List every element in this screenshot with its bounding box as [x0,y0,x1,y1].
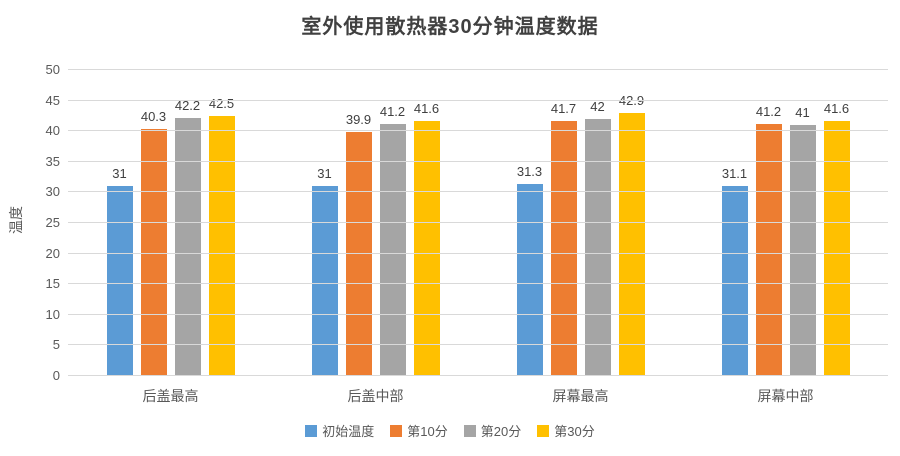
legend-item: 初始温度 [305,421,374,440]
category-label: 屏幕中部 [757,388,814,404]
bar: 41 [789,105,816,376]
gridline [68,344,888,346]
gridline [68,160,888,162]
bar-value-label: 31 [112,166,127,182]
bar-value-label: 41.2 [755,103,782,119]
bar-value-label: 40.3 [140,109,167,125]
gridline [68,283,888,285]
bar-value-label: 41.7 [550,100,577,116]
legend-label: 第10分 [407,424,448,439]
bar-value-label: 41.6 [413,101,440,117]
bar-group: 31.3 41.7 42 42.9 [516,70,645,376]
bar-value-label: 41 [795,105,810,121]
category-label: 后盖中部 [347,388,404,404]
bar: 31 [311,166,338,376]
bar-value-label: 39.9 [345,111,372,127]
gridline [68,130,888,132]
bar: 42 [584,99,611,376]
y-tick-label: 40 [45,123,60,139]
gridline [68,375,888,376]
bar-group: 31 39.9 41.2 41.6 [311,70,440,376]
y-tick-label: 45 [45,92,60,108]
bar-group: 31 40.3 42.2 42.5 [106,70,235,376]
bar: 41.2 [755,104,782,376]
bar: 39.9 [345,112,372,376]
legend-item: 第10分 [390,421,448,440]
legend-swatch [463,424,476,437]
legend-swatch [305,424,318,437]
legend-label: 第30分 [554,424,595,439]
chart-title: 室外使用散热器30分钟温度数据 [301,16,599,38]
plot-area: 31 40.3 42.2 42.5 31 39.9 41.2 41.6 31.3 41.7 42 42… [68,69,888,376]
y-tick-label: 25 [45,215,60,230]
y-tick-label: 20 [45,245,60,261]
bar: 41.6 [823,101,850,376]
bar: 41.7 [550,101,577,376]
bar: 31.1 [721,166,748,376]
gridline [68,313,888,315]
gridline [68,252,888,254]
legend-swatch [537,424,550,437]
bar-value-label: 41.2 [379,103,406,119]
gridline [68,222,888,223]
legend: 初始温度 第10分 第20分 第30分 [0,421,900,440]
y-tick-label: 15 [45,276,60,292]
legend-item: 第20分 [463,421,522,440]
y-tick-label: 50 [45,62,60,77]
y-tick-label: 0 [52,368,60,383]
bar-value-label: 41.6 [823,101,850,117]
bar-value-label: 31 [317,166,332,182]
gridline [68,99,888,101]
bar-value-label: 42.2 [174,97,201,113]
bar-value-label: 31.3 [516,164,543,180]
legend-label: 第20分 [480,424,522,439]
y-axis-label: 温度 [8,206,24,234]
bar: 42.9 [618,93,645,376]
y-tick-label: 35 [45,153,60,169]
bar: 42.2 [174,98,201,376]
y-axis-ticks: 0 5 10 15 20 25 30 35 40 45 50 [26,62,60,383]
bar-value-label: 42.5 [208,95,235,111]
bar: 41.6 [413,101,440,376]
x-axis-category-labels: 后盖最高 后盖中部 屏幕最高 屏幕中部 [68,386,888,406]
bar-value-label: 31.1 [721,165,748,181]
gridline [68,191,888,193]
category-label: 后盖最高 [142,388,199,404]
bar-groups: 31 40.3 42.2 42.5 31 39.9 41.2 41.6 31.3 41.7 42 42… [68,70,888,376]
legend-label: 初始温度 [322,424,375,439]
legend-item: 第30分 [537,421,595,440]
gridline [68,69,888,70]
y-tick-label: 30 [45,184,60,200]
bar: 41.2 [379,104,406,376]
y-tick-label: 5 [52,337,60,353]
bar-group: 31.1 41.2 41 41.6 [721,70,850,376]
category-label: 屏幕最高 [552,388,609,404]
legend-swatch [390,424,403,437]
bar: 42.5 [208,96,235,376]
bar: 31.3 [516,164,543,376]
y-tick-label: 10 [45,306,60,322]
bar-value-label: 42.9 [618,93,645,109]
bar-value-label: 42 [590,98,605,114]
bar: 31 [106,166,133,376]
